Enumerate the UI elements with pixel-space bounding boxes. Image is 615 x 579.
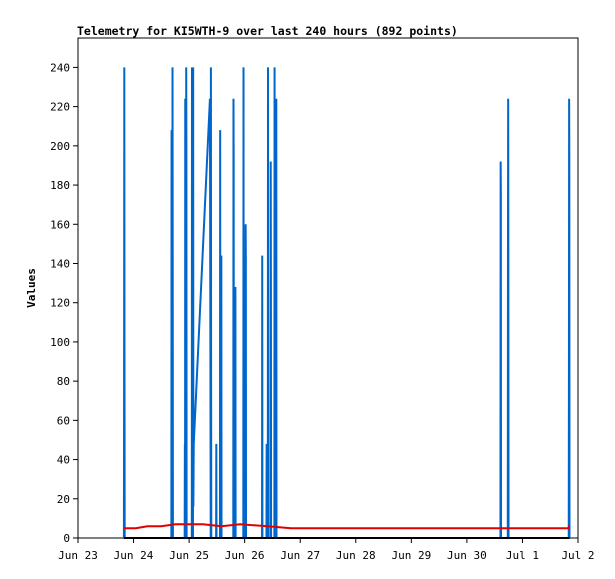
- x-tick-label: Jun 27: [280, 549, 320, 562]
- x-tick-label: Jun 23: [58, 549, 98, 562]
- x-tick-label: Jun 26: [225, 549, 265, 562]
- y-tick-label: 80: [57, 375, 70, 388]
- y-axis-label: Values: [25, 268, 38, 308]
- x-tick-label: Jun 29: [391, 549, 431, 562]
- x-axis: Jun 23 Jun 24 Jun 25 Jun 26 Jun 27 Jun 28 Jun …: [58, 538, 595, 562]
- chart-title: Telemetry for KI5WTH-9 over last 240 hou…: [77, 24, 458, 38]
- plot-area: [77, 37, 579, 539]
- y-tick-label: 40: [57, 454, 70, 467]
- x-tick-label: Jul 2: [561, 549, 594, 562]
- y-tick-label: 60: [57, 414, 70, 427]
- y-tick-label: 200: [50, 140, 70, 153]
- x-tick-label: Jun 24: [114, 549, 154, 562]
- x-tick-label: Jun 30: [447, 549, 487, 562]
- y-axis: 0 20 40 60 80 100 120 140 160 180 200 220 240: [50, 61, 78, 545]
- x-tick-label: Jul 1: [506, 549, 539, 562]
- y-tick-label: 240: [50, 61, 70, 74]
- series-layer: [122, 67, 571, 539]
- y-tick-label: 20: [57, 493, 70, 506]
- y-tick-label: 100: [50, 336, 70, 349]
- y-tick-label: 0: [63, 532, 70, 545]
- y-tick-label: 160: [50, 218, 70, 231]
- series-line-1: [122, 67, 571, 539]
- x-tick-label: Jun 25: [169, 549, 209, 562]
- y-tick-label: 120: [50, 297, 70, 310]
- y-tick-label: 140: [50, 257, 70, 270]
- y-tick-label: 180: [50, 179, 70, 192]
- series-line-2: [123, 523, 570, 530]
- x-tick-label: Jun 28: [336, 549, 376, 562]
- y-tick-label: 220: [50, 101, 70, 114]
